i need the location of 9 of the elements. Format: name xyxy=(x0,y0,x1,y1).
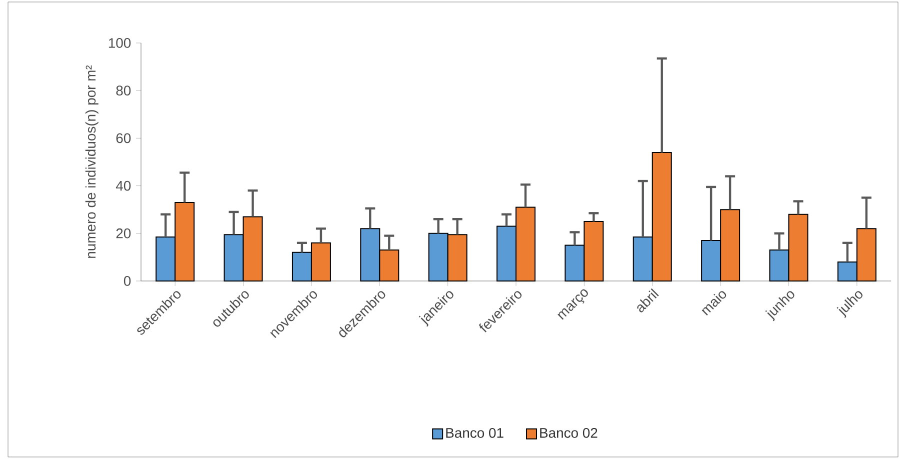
legend-label: Banco 02 xyxy=(540,428,598,438)
y-tick-label: 60 xyxy=(116,133,131,144)
y-tick-label: 40 xyxy=(116,180,131,191)
y-tick-label: 20 xyxy=(116,228,131,238)
y-tick-label: 80 xyxy=(116,86,131,96)
legend-label: Banco 01 xyxy=(446,428,504,438)
y-tick-label: 0 xyxy=(124,276,131,286)
y-tick-label: 100 xyxy=(108,38,131,48)
y-axis-title: numero de individuos(n) por m² xyxy=(85,65,98,258)
